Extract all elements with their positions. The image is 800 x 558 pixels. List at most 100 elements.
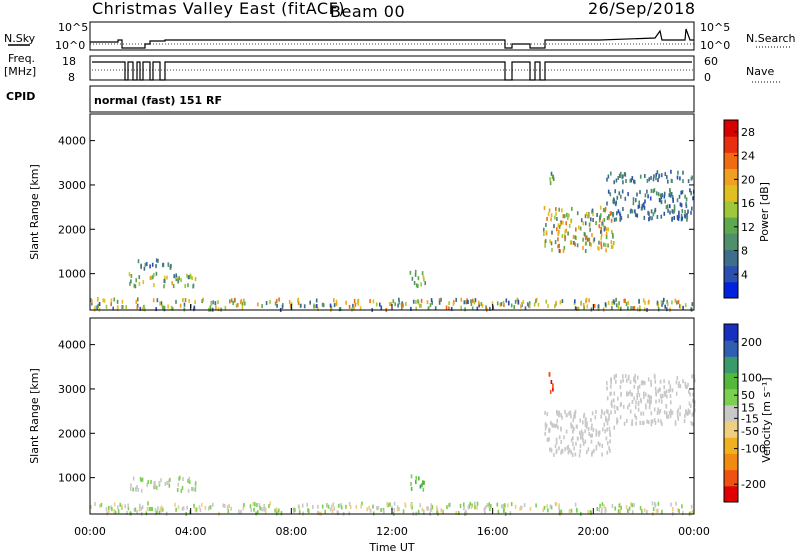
power-cell: [392, 299, 395, 304]
velocity-cell: [188, 480, 191, 484]
velocity-cell: [393, 507, 396, 512]
power-cell: [680, 203, 683, 208]
power-cell: [547, 304, 549, 309]
velocity-cell: [652, 507, 655, 512]
power-cell: [550, 217, 552, 222]
velocity-cell: [549, 504, 552, 509]
velocity-cell: [693, 408, 696, 413]
power-cell: [598, 224, 601, 229]
velocity-cell: [191, 487, 193, 491]
velocity-cell: [249, 504, 252, 509]
velocity-cell: [585, 417, 587, 422]
power-cell: [188, 275, 190, 280]
velocity-cell: [642, 420, 645, 425]
power-cell: [90, 298, 92, 303]
power-cell: [681, 190, 684, 195]
power-cell: [423, 277, 425, 282]
velocity-cell: [626, 508, 629, 513]
velocity-cell: [548, 427, 550, 432]
velocity-cell: [490, 504, 492, 509]
velocity-cell: [669, 384, 672, 389]
power-cell: [96, 305, 98, 310]
velocity-cell: [610, 378, 612, 383]
velocity-cell: [124, 504, 126, 509]
power-cell: [613, 180, 615, 185]
power-cell: [567, 216, 569, 221]
power-cell: [619, 213, 622, 218]
nsearch-label: N.Search: [746, 32, 796, 45]
velocity-cell: [684, 414, 686, 418]
power-cell: [583, 232, 586, 236]
power-cell: [574, 306, 577, 311]
power-cell: [605, 227, 608, 232]
power-colorbar-segment: [724, 233, 738, 250]
power-cell: [657, 307, 660, 312]
power-cell: [603, 242, 605, 247]
power-cell: [329, 303, 332, 308]
velocity-cell: [597, 441, 600, 446]
power-cell: [684, 303, 687, 308]
power-cell: [524, 306, 527, 311]
velocity-cell: [546, 504, 548, 509]
power-cell: [561, 299, 564, 304]
power-cell: [210, 301, 213, 306]
velocity-cell: [638, 393, 641, 398]
power-cell: [602, 219, 604, 224]
velocity-cell: [650, 383, 652, 387]
power-cell: [630, 178, 633, 183]
velocity-cell: [476, 501, 479, 506]
noise-panel-frame: [89, 21, 695, 51]
power-cell: [402, 303, 404, 308]
power-cell: [135, 278, 137, 283]
power-cell: [167, 304, 169, 309]
velocity-cell: [634, 373, 636, 378]
velocity-cell: [544, 426, 547, 431]
power-cell: [552, 177, 555, 182]
velocity-cell: [560, 413, 562, 418]
power-cell: [583, 305, 585, 310]
velocity-cell: [590, 439, 593, 444]
velocity-cell: [686, 411, 688, 416]
power-cell: [644, 199, 646, 204]
velocity-cell: [545, 423, 548, 428]
velocity-cell: [602, 427, 604, 432]
power-cell: [214, 301, 217, 306]
velocity-cell: [423, 509, 425, 514]
velocity-cell: [631, 400, 634, 404]
power-cell: [559, 222, 562, 227]
velocity-cell: [514, 504, 517, 509]
power-cell: [676, 300, 678, 305]
power-cell: [580, 218, 583, 223]
power-cell: [563, 245, 566, 250]
velocity-cell: [121, 504, 123, 509]
velocity-cell: [160, 505, 163, 510]
velocity-cell: [667, 414, 669, 419]
freq-panel: Freq. [MHz] 18 8 60 0 Nave: [4, 52, 782, 84]
power-cell: [155, 271, 158, 276]
power-cell: [691, 175, 693, 180]
velocity-cell: [242, 506, 245, 511]
power-cell: [567, 231, 569, 236]
power-cell: [110, 302, 112, 307]
velocity-cell: [628, 402, 631, 407]
power-panel: 1000 2000 3000 4000 Slant Range [km] 4 8 12 16…: [28, 113, 771, 312]
velocity-cell: [333, 506, 336, 511]
velocity-cell: [570, 508, 573, 513]
power-cell: [463, 300, 466, 305]
velocity-cell: [651, 419, 654, 424]
power-cell: [564, 214, 566, 219]
power-cell: [555, 207, 557, 212]
power-cell: [578, 225, 580, 230]
power-cell: [153, 283, 155, 288]
velocity-cell: [640, 399, 643, 404]
velocity-cell: [650, 419, 653, 424]
velocity-cell: [603, 504, 605, 509]
cpid-panel-frame: [89, 85, 695, 113]
power-cell: [545, 223, 547, 227]
velocity-cell: [201, 502, 203, 507]
velocity-cell: [586, 421, 588, 426]
velocity-cell: [679, 384, 682, 389]
power-cell: [647, 210, 649, 215]
velocity-cell: [560, 509, 563, 514]
